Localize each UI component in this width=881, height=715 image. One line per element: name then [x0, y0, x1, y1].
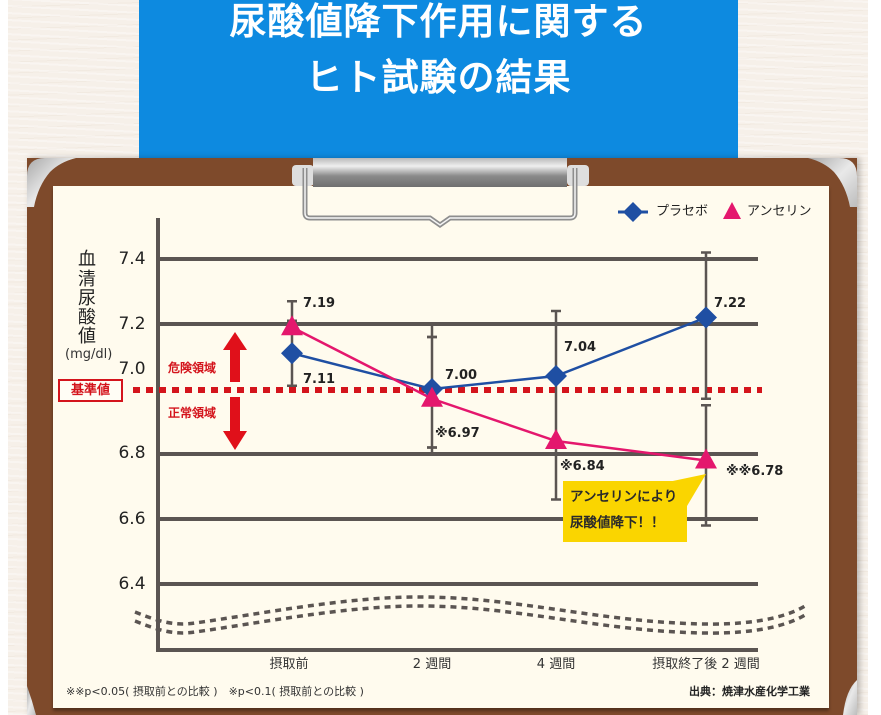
triangle-marker-icon	[421, 386, 443, 407]
baseline-label: 基準値	[58, 379, 123, 402]
danger-up-arrow-icon	[223, 332, 247, 382]
diamond-marker-icon	[281, 342, 303, 365]
y-axis-unit: (mg/dl)	[65, 347, 113, 362]
legend-label-anserine: アンセリン	[747, 204, 812, 219]
significance-footnote: ※※p<0.05( 摂取前との比較 ) ※p<0.1( 摂取前との比較 )	[66, 685, 364, 698]
legend-markers	[618, 202, 741, 222]
zone-arrows	[223, 332, 247, 450]
corner-protector-bottom-left	[27, 686, 36, 715]
y-axis-title-char: 尿	[78, 288, 96, 309]
y-tick-label: 6.8	[118, 443, 146, 463]
diamond-marker-icon	[545, 365, 567, 387]
y-axis-title-char: 値	[78, 326, 96, 347]
source-credit: 出典：焼津水産化学工業	[689, 685, 810, 698]
y-axis-title-char: 清	[78, 269, 96, 290]
axes	[134, 218, 806, 652]
data-label-placebo-2: 7.04	[564, 340, 597, 355]
danger-zone-label: 危険領域	[168, 361, 217, 375]
series-line-placebo	[291, 316, 707, 391]
data-label-placebo-1: 7.00	[445, 368, 478, 383]
data-label-placebo-3: 7.22	[714, 296, 747, 311]
axis-break-wave-upper	[134, 595, 806, 626]
normal-down-arrow-icon	[223, 397, 247, 450]
corner-protector-top-right	[808, 158, 857, 207]
series-line-anserine	[291, 326, 707, 462]
clip-bar	[313, 158, 567, 187]
data-label-anserine-2: ※6.84	[560, 459, 605, 474]
result-callout: アンセリンにより 尿酸値降下！！	[563, 481, 687, 542]
triangle-marker-icon	[695, 448, 717, 469]
data-label-anserine-1: ※6.97	[435, 426, 480, 441]
data-label-anserine-3: ※※6.78	[726, 464, 784, 479]
y-tick-label: 7.4	[118, 249, 146, 269]
axis-break-wave-lower	[134, 604, 806, 635]
diamond-marker-icon	[695, 306, 717, 329]
callout-line-1: アンセリンにより	[570, 489, 678, 505]
title-line-1: 尿酸値降下作用に関する	[229, 0, 648, 43]
corner-protector-top-left	[27, 158, 76, 207]
title-line-2: ヒト試験の結果	[305, 56, 572, 99]
series-lines	[291, 316, 707, 462]
data-label-placebo-0: 7.11	[303, 372, 336, 387]
y-tick-label: 7.0	[118, 359, 146, 379]
chart-paper	[53, 186, 829, 708]
triangle-marker-icon	[281, 315, 303, 336]
x-category-label: 2 週間	[412, 657, 452, 672]
x-category-label: 4 週間	[536, 657, 576, 672]
y-tick-label: 7.2	[118, 314, 146, 334]
legend-label-placebo: プラセボ	[656, 204, 709, 219]
y-axis-title-char: 酸	[78, 307, 96, 328]
legend-diamond-icon	[623, 202, 643, 222]
x-category-label: 摂取前	[269, 657, 309, 672]
y-tick-label: 6.6	[118, 509, 146, 529]
title-banner: 尿酸値降下作用に関する ヒト試験の結果	[139, 0, 738, 158]
y-axis-title-char: 血	[78, 249, 96, 270]
series-markers	[281, 306, 717, 469]
normal-zone-label: 正常領域	[168, 406, 217, 420]
x-category-label: 摂取終了後 2 週間	[652, 657, 760, 672]
clip-wire-highlight	[304, 168, 576, 226]
y-tick-label: 6.4	[118, 574, 146, 594]
triangle-marker-icon	[545, 429, 567, 449]
corner-protector-bottom-right	[843, 680, 857, 715]
data-label-anserine-0: 7.19	[303, 296, 336, 311]
legend-triangle-icon	[723, 202, 741, 219]
callout-line-2: 尿酸値降下！！	[570, 515, 665, 531]
